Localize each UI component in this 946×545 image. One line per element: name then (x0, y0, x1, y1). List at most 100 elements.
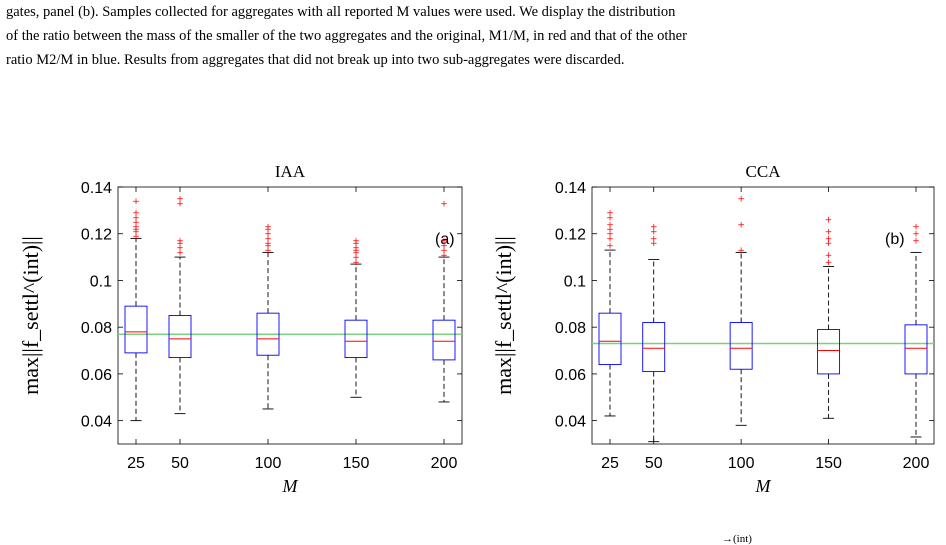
outlier-marker: + (606, 225, 614, 235)
outlier-marker: + (825, 239, 833, 249)
outlier-marker: + (176, 237, 184, 247)
y-tick-label: 0.14 (555, 180, 586, 197)
outlier-marker: + (737, 195, 745, 205)
footer-fragment: →(int) (722, 533, 752, 545)
box (729, 322, 753, 370)
panel-label: (a) (435, 231, 455, 248)
outlier-marker: + (132, 218, 140, 228)
box (817, 329, 841, 375)
box (256, 312, 280, 356)
figure-caption: gates, panel (b). Samples collected for … (6, 0, 936, 72)
outlier-marker: + (825, 216, 833, 226)
box (904, 324, 928, 375)
box (344, 319, 368, 359)
x-axis-label: M (282, 476, 299, 496)
y-tick-label: 0.04 (555, 414, 586, 431)
outlier-marker: + (132, 225, 140, 235)
outlier-marker: + (606, 220, 614, 230)
outlier-marker: + (176, 199, 184, 209)
outlier-marker: + (650, 239, 658, 249)
chart-title: IAA (275, 162, 306, 181)
outlier-marker: + (737, 246, 745, 256)
x-tick-label: 150 (343, 455, 370, 472)
box (124, 305, 148, 354)
outlier-marker: + (264, 225, 272, 235)
x-axis-label: M (755, 476, 772, 496)
panel-label: (b) (885, 231, 905, 248)
outlier-marker: + (440, 241, 448, 251)
outlier-marker: + (132, 197, 140, 207)
y-tick-label: 0.04 (81, 414, 112, 431)
outlier-marker: + (912, 223, 920, 233)
outlier-marker: + (264, 239, 272, 249)
outlier-marker: + (352, 237, 360, 247)
outlier-marker: + (440, 237, 448, 247)
outlier-marker: + (352, 258, 360, 268)
outlier-marker: + (264, 234, 272, 244)
box (168, 315, 192, 359)
y-tick-label: 0.14 (81, 180, 112, 197)
outlier-marker: + (825, 234, 833, 244)
y-axis-label: max||f_settl^(int)|| (491, 236, 516, 395)
y-tick-label: 0.1 (564, 273, 586, 290)
outlier-marker: + (650, 227, 658, 237)
outlier-marker: + (264, 246, 272, 256)
outlier-marker: + (912, 237, 920, 247)
outlier-marker: + (176, 195, 184, 205)
box (598, 312, 622, 366)
outlier-marker: + (606, 213, 614, 223)
box (642, 322, 666, 373)
y-tick-label: 0.12 (555, 227, 586, 244)
x-tick-label: 200 (903, 455, 930, 472)
outlier-marker: + (650, 234, 658, 244)
outlier-marker: + (264, 230, 272, 240)
caption-line-3: ratio M2/M in blue. Results from aggrega… (6, 52, 625, 68)
outlier-marker: + (825, 251, 833, 261)
axes-frame (591, 186, 935, 445)
outlier-marker: + (606, 230, 614, 240)
outlier-marker: + (264, 241, 272, 251)
outlier-marker: + (176, 248, 184, 258)
x-tick-label: 100 (255, 455, 282, 472)
axes-frame (117, 186, 463, 445)
outlier-marker: + (132, 227, 140, 237)
outlier-marker: + (606, 234, 614, 244)
outlier-marker: + (352, 253, 360, 263)
outlier-marker: + (825, 227, 833, 237)
outlier-marker: + (825, 258, 833, 268)
y-tick-label: 0.08 (555, 320, 586, 337)
y-tick-label: 0.08 (81, 320, 112, 337)
y-tick-label: 0.1 (90, 273, 112, 290)
x-tick-label: 50 (171, 455, 189, 472)
y-tick-label: 0.06 (81, 367, 112, 384)
outlier-marker: + (440, 251, 448, 261)
outlier-marker: + (264, 223, 272, 233)
caption-line-2: of the ratio between the mass of the sma… (6, 28, 687, 44)
x-tick-label: 25 (127, 455, 145, 472)
outlier-marker: + (650, 223, 658, 233)
outlier-marker: + (440, 199, 448, 209)
outlier-marker: + (352, 246, 360, 256)
x-tick-label: 50 (645, 455, 663, 472)
box (432, 319, 456, 361)
y-tick-label: 0.12 (81, 227, 112, 244)
outlier-marker: + (737, 220, 745, 230)
y-axis-label: max||f_settl^(int)|| (18, 236, 43, 395)
outlier-marker: + (176, 244, 184, 254)
x-tick-label: 25 (601, 455, 619, 472)
outlier-marker: + (132, 232, 140, 242)
outlier-marker: + (440, 246, 448, 256)
x-tick-label: 150 (815, 455, 842, 472)
caption-line-1: gates, panel (b). Samples collected for … (6, 4, 676, 20)
chart-title: CCA (746, 162, 782, 181)
outlier-marker: + (352, 244, 360, 254)
outlier-marker: + (606, 241, 614, 251)
y-tick-label: 0.06 (555, 367, 586, 384)
outlier-marker: + (352, 239, 360, 249)
outlier-marker: + (176, 239, 184, 249)
outlier-marker: + (352, 248, 360, 258)
outlier-marker: + (606, 209, 614, 219)
outlier-marker: + (912, 230, 920, 240)
outlier-marker: + (132, 213, 140, 223)
